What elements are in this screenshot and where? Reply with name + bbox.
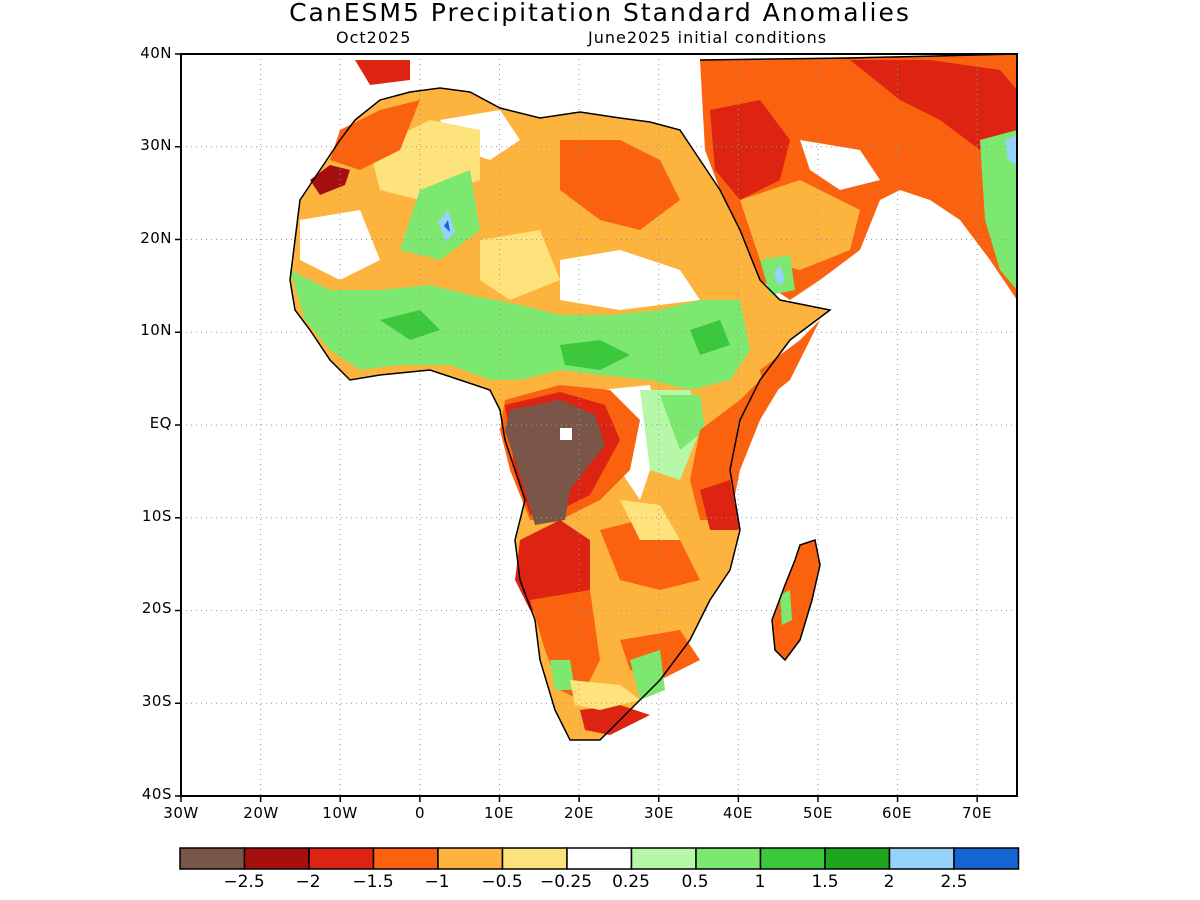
light-dry-patch	[480, 230, 560, 300]
dry-patch	[330, 100, 420, 170]
very-dry-patch	[580, 705, 650, 735]
y-tick-label: 10S	[141, 507, 172, 525]
very-dry-patch	[700, 480, 740, 530]
y-tick-label: 40N	[140, 44, 172, 62]
wet-patch	[690, 320, 730, 355]
wet-patch	[560, 340, 630, 370]
x-tick-label: 10W	[322, 804, 358, 822]
x-tick-label: 20E	[563, 804, 595, 822]
wet-patch	[630, 650, 665, 700]
colorbar-label: −0.5	[481, 872, 523, 892]
dry-patch	[530, 590, 600, 700]
y-tick-label: 20S	[141, 599, 172, 617]
colorbar-label: −2	[295, 872, 321, 892]
x-tick-label: 40E	[722, 804, 754, 822]
colorbar-swatch	[308, 847, 375, 870]
y-tick-label: 20N	[140, 229, 172, 247]
x-tick-label: 10E	[483, 804, 515, 822]
colorbar-swatch	[888, 847, 955, 870]
x-tick-label: 0	[414, 804, 426, 822]
x-tick-label: 20W	[243, 804, 279, 822]
wet-patch	[550, 660, 575, 690]
colorbar-swatch	[501, 847, 568, 870]
colorbar-swatch	[953, 847, 1020, 870]
initial-conditions: June2025 initial conditions	[588, 28, 828, 47]
colorbar	[179, 847, 1020, 870]
wet-band	[290, 270, 750, 390]
wet-patch	[660, 395, 705, 450]
x-tick-label: 70E	[961, 804, 993, 822]
very-dry-patch	[850, 60, 1017, 150]
extreme-dry-patch	[310, 165, 350, 195]
coastlines	[289, 53, 1018, 741]
colorbar-label: 2.5	[940, 872, 968, 892]
forecast-month: Oct2025	[336, 28, 412, 47]
wet-patch	[980, 130, 1017, 290]
dry-patch	[760, 320, 820, 400]
colorbar-swatch	[437, 847, 504, 870]
wet-patch	[780, 590, 792, 625]
colorbar-label: 1.5	[811, 872, 839, 892]
extreme-wet-patch	[444, 220, 450, 232]
colorbar-label: 2	[883, 872, 895, 892]
x-tick-label: 30W	[163, 804, 199, 822]
anomaly-field	[290, 54, 1017, 740]
x-tick-label: 30E	[643, 804, 675, 822]
very-dry-patch	[355, 60, 410, 85]
wet-patch	[380, 310, 440, 340]
colorbar-swatch	[630, 847, 697, 870]
strong-wet-patch	[774, 265, 785, 286]
colorbar-swatch	[179, 847, 246, 870]
y-tick-label: EQ	[149, 414, 172, 432]
colorbar-swatch	[695, 847, 762, 870]
dry-patch	[560, 140, 680, 230]
colorbar-swatch	[372, 847, 439, 870]
madagascar-land	[772, 540, 820, 660]
colorbar-swatch	[243, 847, 310, 870]
colorbar-swatch	[759, 847, 826, 870]
neutral-patch	[800, 140, 880, 190]
colorbar-label: 0.25	[612, 872, 650, 892]
colorbar-swatch	[566, 847, 633, 870]
light-dry-patch	[620, 500, 680, 540]
x-tick-label: 50E	[802, 804, 834, 822]
wet-patch	[400, 170, 480, 260]
very-dry-patch	[710, 100, 790, 200]
y-tick-label: 40S	[141, 785, 172, 803]
y-tick-label: 10N	[140, 321, 172, 339]
colorbar-label: −2.5	[223, 872, 265, 892]
light-dry-patch	[570, 680, 640, 710]
extreme-dry-patch	[505, 400, 605, 525]
strong-wet-patch	[1005, 135, 1017, 165]
colorbar-label: 0.5	[681, 872, 709, 892]
y-tick-label: 30S	[141, 692, 172, 710]
colorbar-label: −1.5	[352, 872, 394, 892]
neutral-patch	[560, 250, 700, 310]
axis-ticks	[175, 53, 978, 802]
x-tick-label: 60E	[881, 804, 913, 822]
colorbar-label: −0.25	[539, 872, 593, 892]
dry-patch	[690, 370, 790, 520]
neutral-patch	[560, 428, 572, 440]
colorbar-label: 1	[754, 872, 766, 892]
colorbar-swatch	[824, 847, 891, 870]
colorbar-label: −1	[424, 872, 450, 892]
dry-patch	[740, 180, 860, 270]
map-title: CanESM5 Precipitation Standard Anomalies	[289, 0, 911, 27]
y-tick-label: 30N	[140, 136, 172, 154]
